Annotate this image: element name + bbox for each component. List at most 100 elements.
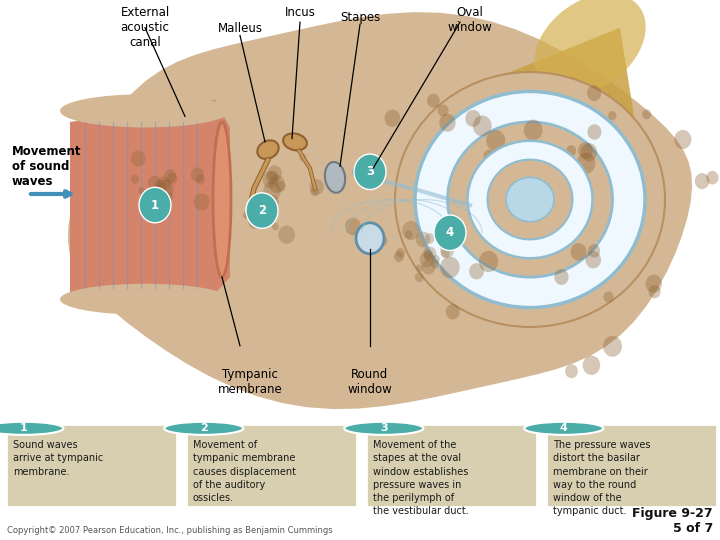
Circle shape (439, 114, 456, 132)
Circle shape (269, 175, 285, 193)
Circle shape (156, 179, 174, 199)
Ellipse shape (395, 72, 665, 327)
Circle shape (0, 422, 63, 435)
Circle shape (272, 222, 279, 231)
Wedge shape (498, 28, 642, 172)
Text: Incus: Incus (284, 5, 315, 18)
Circle shape (156, 188, 164, 197)
Circle shape (588, 244, 600, 258)
Ellipse shape (257, 140, 279, 159)
Circle shape (416, 232, 431, 247)
Circle shape (706, 171, 719, 185)
Circle shape (603, 292, 613, 302)
Circle shape (191, 167, 204, 182)
Circle shape (425, 233, 435, 244)
Text: 4: 4 (446, 226, 454, 239)
Circle shape (310, 179, 324, 195)
Circle shape (674, 130, 691, 149)
Circle shape (264, 181, 281, 201)
Circle shape (581, 143, 597, 161)
Circle shape (267, 165, 282, 181)
FancyBboxPatch shape (366, 423, 537, 507)
Circle shape (524, 422, 603, 435)
Circle shape (431, 260, 439, 269)
Circle shape (163, 170, 176, 183)
Circle shape (148, 176, 161, 191)
Text: Stapes: Stapes (340, 11, 380, 24)
Circle shape (266, 196, 273, 204)
Text: Round
window: Round window (348, 368, 392, 396)
Circle shape (515, 240, 521, 246)
Circle shape (517, 147, 533, 165)
Text: Copyright© 2007 Pearson Education, Inc., publishing as Benjamin Cummings: Copyright© 2007 Pearson Education, Inc.,… (7, 526, 333, 535)
Circle shape (246, 193, 278, 228)
Circle shape (432, 255, 440, 264)
Ellipse shape (230, 105, 330, 272)
Ellipse shape (325, 162, 345, 193)
Circle shape (194, 193, 210, 211)
Circle shape (420, 252, 434, 267)
Circle shape (434, 215, 466, 251)
Circle shape (479, 251, 498, 272)
Circle shape (585, 251, 601, 268)
Circle shape (495, 191, 508, 206)
Circle shape (587, 85, 601, 101)
Circle shape (164, 422, 243, 435)
Circle shape (603, 336, 622, 357)
Circle shape (566, 145, 576, 156)
Circle shape (396, 248, 405, 258)
Circle shape (463, 227, 479, 244)
Text: 3: 3 (366, 165, 374, 178)
Text: Movement of
tympanic membrane
causes displacement
of the auditory
ossicles.: Movement of tympanic membrane causes dis… (193, 440, 296, 503)
Circle shape (243, 211, 250, 219)
Circle shape (459, 209, 470, 222)
Circle shape (354, 154, 386, 190)
Circle shape (524, 119, 543, 140)
Text: The pressure waves
distort the basilar
membrane on their
way to the round
window: The pressure waves distort the basilar m… (553, 440, 650, 516)
Circle shape (554, 269, 569, 285)
Circle shape (423, 246, 436, 261)
Text: 3: 3 (380, 423, 387, 433)
Circle shape (577, 153, 595, 174)
Circle shape (278, 225, 295, 244)
Text: 2: 2 (200, 423, 207, 433)
Circle shape (276, 181, 286, 192)
Ellipse shape (415, 91, 645, 308)
Text: 2: 2 (258, 204, 266, 217)
Circle shape (475, 196, 484, 206)
Circle shape (511, 147, 523, 161)
Circle shape (131, 150, 145, 167)
Text: Sound waves
arrive at tympanic
membrane.: Sound waves arrive at tympanic membrane. (13, 440, 103, 477)
Circle shape (300, 154, 306, 161)
Polygon shape (68, 13, 691, 408)
Ellipse shape (448, 122, 613, 277)
Text: Movement of the
stapes at the oval
window establishes
pressure waves in
the peri: Movement of the stapes at the oval windo… (373, 440, 469, 516)
Circle shape (465, 110, 481, 127)
Circle shape (248, 215, 260, 228)
Circle shape (155, 180, 166, 193)
Text: Figure 9-27
5 of 7: Figure 9-27 5 of 7 (632, 507, 713, 535)
Circle shape (345, 218, 361, 235)
Circle shape (496, 190, 505, 200)
Ellipse shape (467, 141, 593, 258)
Circle shape (356, 223, 384, 254)
Circle shape (138, 187, 145, 194)
Ellipse shape (506, 177, 554, 222)
Circle shape (378, 236, 387, 246)
Circle shape (422, 260, 436, 274)
Circle shape (266, 195, 279, 208)
FancyBboxPatch shape (186, 423, 357, 507)
Text: 1: 1 (20, 423, 27, 433)
Circle shape (646, 274, 662, 293)
Circle shape (552, 165, 570, 186)
Text: Oval
window: Oval window (448, 5, 492, 33)
Circle shape (440, 256, 459, 278)
Circle shape (482, 164, 498, 183)
Ellipse shape (534, 0, 646, 95)
Circle shape (518, 164, 534, 181)
Circle shape (642, 109, 652, 119)
Text: Malleus: Malleus (217, 22, 263, 35)
Circle shape (608, 111, 616, 120)
Circle shape (266, 171, 279, 184)
Circle shape (446, 304, 459, 320)
